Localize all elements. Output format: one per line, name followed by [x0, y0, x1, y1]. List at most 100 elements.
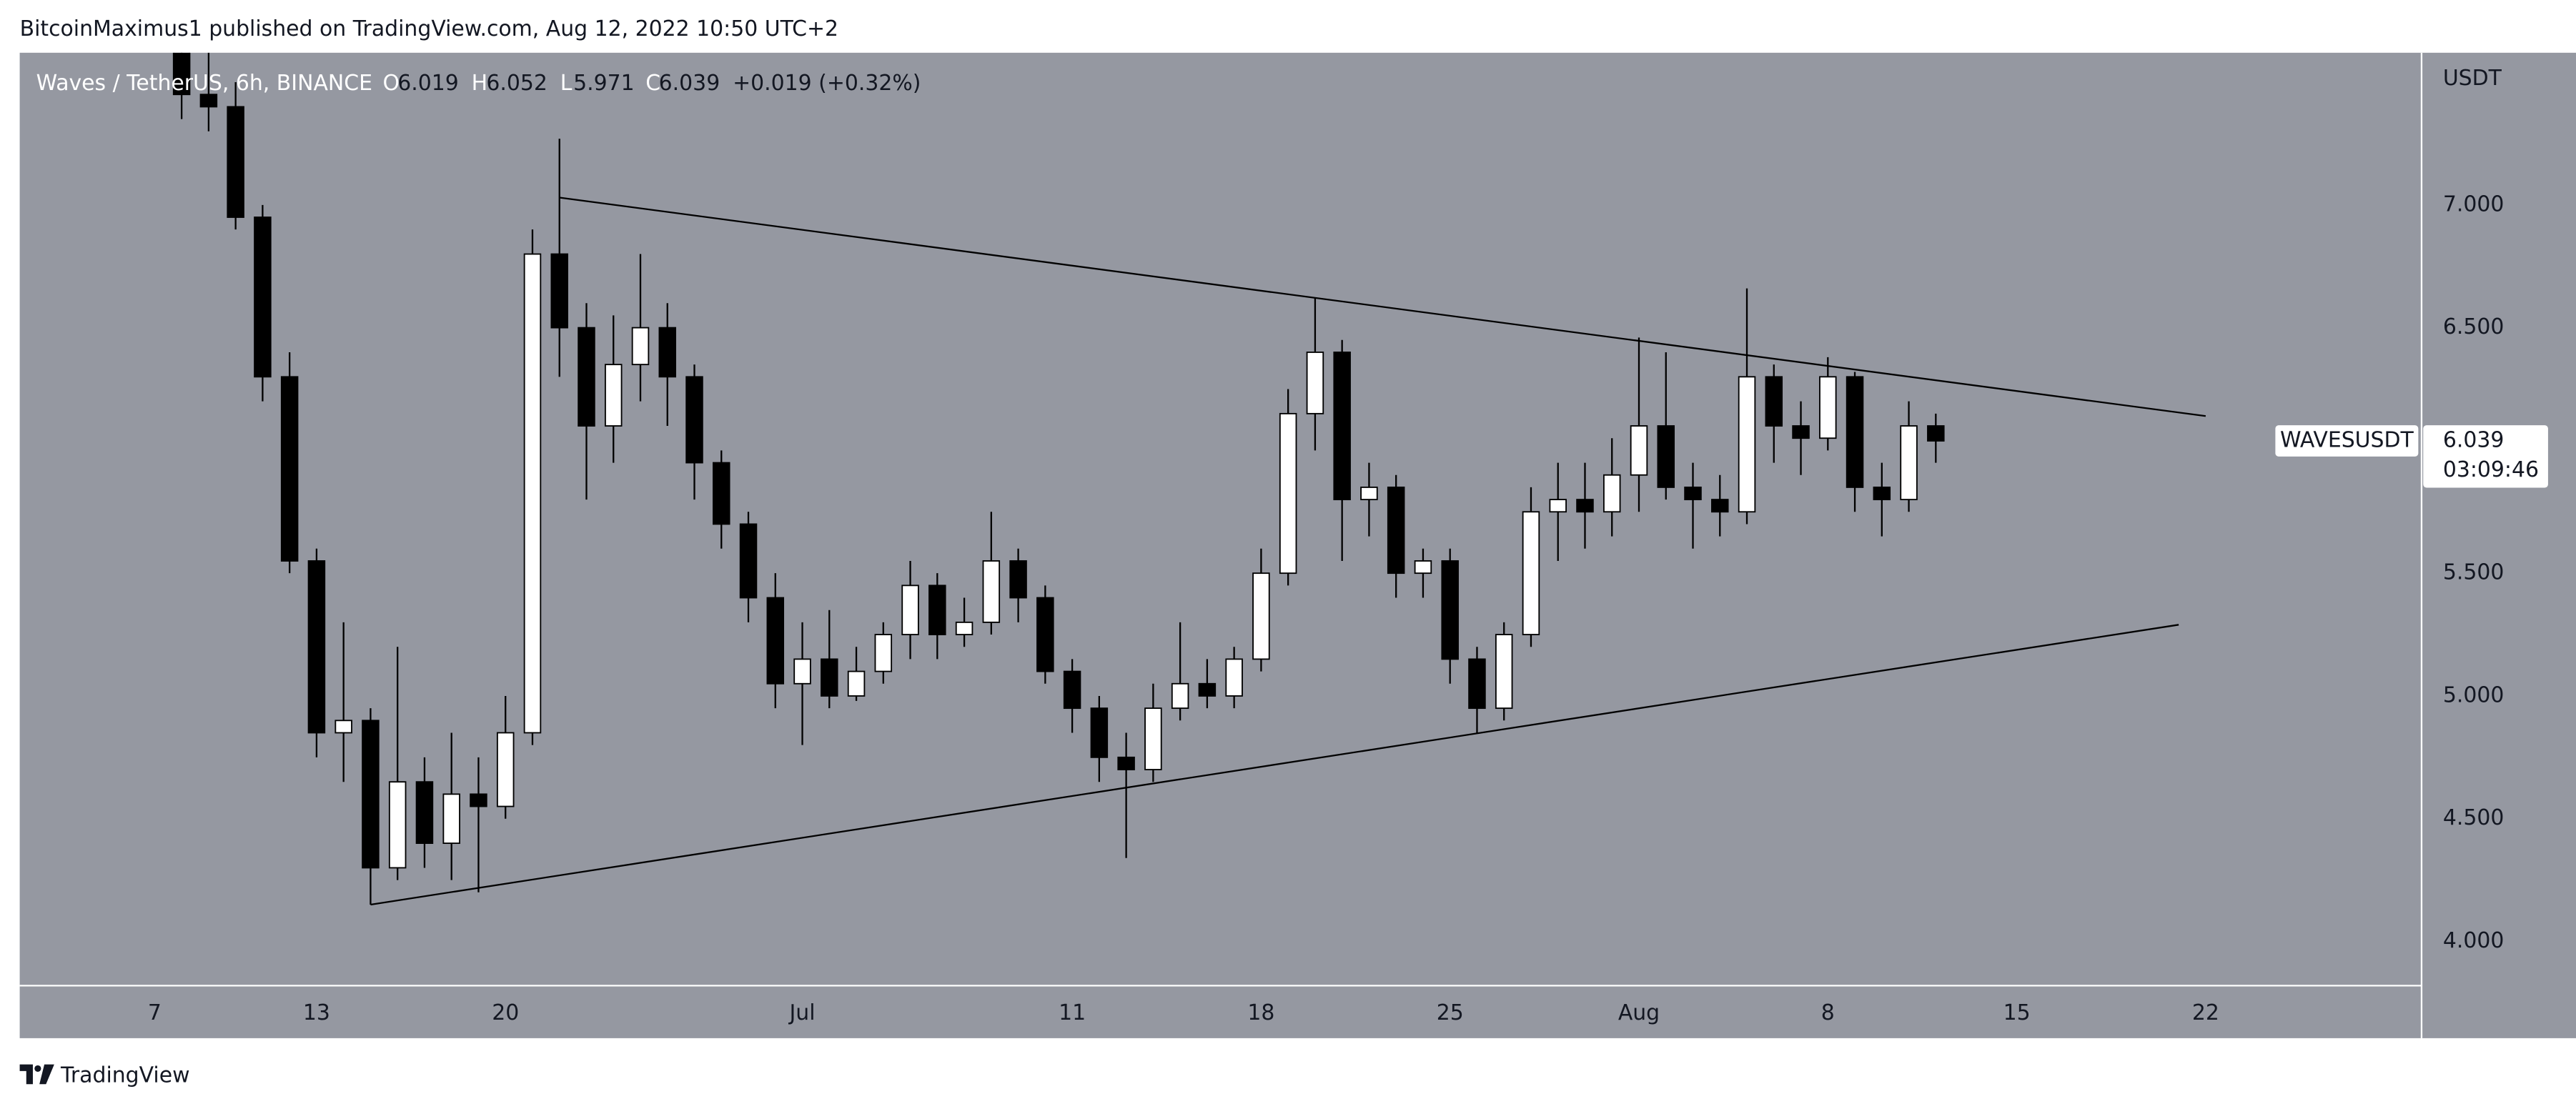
candle-body — [1009, 560, 1027, 599]
candle-body — [1117, 756, 1135, 770]
candle-body — [550, 253, 568, 329]
candle-body — [1684, 487, 1702, 501]
x-tick-label: 22 — [2192, 1000, 2219, 1025]
candle-body — [1846, 376, 1864, 488]
candle-body — [470, 793, 487, 807]
candle-body — [254, 217, 272, 378]
candle-body — [442, 793, 460, 845]
candle-body — [1063, 670, 1081, 710]
bar-countdown: 03:09:46 — [2443, 457, 2539, 482]
candle-body — [1252, 572, 1270, 660]
candle-body — [1495, 634, 1513, 710]
y-tick-label: 4.500 — [2443, 805, 2505, 830]
ohlc-value: 5.971 — [573, 71, 635, 96]
x-tick-label: 15 — [2003, 1000, 2031, 1025]
symbol-legend: Waves / TetherUS, 6h, BINANCE — [36, 71, 372, 96]
candle-body — [1927, 425, 1945, 442]
candle-body — [739, 523, 758, 599]
x-tick-label: 13 — [303, 1000, 330, 1025]
candle-body — [362, 720, 380, 869]
candle-body — [1414, 560, 1432, 575]
x-tick-label: 18 — [1247, 1000, 1274, 1025]
chart-background — [19, 52, 2576, 1038]
candle-body — [335, 720, 352, 734]
candle-body — [1819, 376, 1837, 439]
x-tick-label: 7 — [148, 1000, 162, 1025]
candle-body — [523, 253, 542, 734]
last-price-value: 6.039 — [2443, 427, 2505, 452]
publish-header: BitcoinMaximus1 published on TradingView… — [20, 16, 838, 41]
candle-body — [793, 658, 811, 685]
y-tick-label: 7.000 — [2443, 192, 2505, 217]
candle-body — [874, 634, 893, 672]
candle-body — [1711, 499, 1729, 513]
candle-body — [1441, 560, 1459, 660]
candle-body — [901, 585, 919, 635]
x-tick-label: 25 — [1437, 1000, 1464, 1025]
candle-body — [578, 327, 595, 427]
candle-body — [1522, 511, 1540, 635]
candle-body — [658, 327, 676, 378]
candle-body — [1630, 425, 1648, 476]
candle-body — [1576, 499, 1594, 513]
candle-body — [1333, 352, 1351, 501]
candle-body — [280, 376, 299, 562]
ohlc-value: 6.019 — [397, 71, 459, 96]
candle-body — [821, 658, 838, 697]
ohlc-label: C — [645, 71, 660, 96]
candle-body — [1306, 352, 1324, 414]
ohlc-label: L — [560, 71, 573, 96]
candle-body — [1387, 487, 1405, 575]
candle-body — [415, 781, 434, 845]
symbol-price-tag-label: WAVESUSDT — [2280, 427, 2414, 452]
candle-body — [1144, 707, 1162, 770]
candle-body — [1171, 682, 1189, 710]
candle-body — [1602, 474, 1621, 513]
candle-body — [307, 560, 326, 734]
change-value: +0.019 (+0.32%) — [733, 71, 921, 96]
y-tick-label: 6.500 — [2443, 314, 2505, 339]
candle-body — [1090, 707, 1109, 758]
candle-body — [1468, 658, 1486, 710]
x-tick-label: 8 — [1821, 1000, 1835, 1025]
candle-body — [1036, 597, 1054, 672]
candle-body — [1738, 376, 1756, 513]
price-axis-title: USDT — [2443, 66, 2502, 91]
candle-body — [388, 781, 407, 869]
candle-body — [1279, 412, 1297, 575]
candle-body — [1657, 425, 1675, 488]
candle-body — [1873, 487, 1891, 501]
candle-body — [631, 327, 650, 366]
candle-body — [1549, 499, 1567, 513]
candle-body — [172, 52, 191, 96]
trendline — [370, 624, 2179, 906]
candle-body — [604, 364, 623, 427]
candle-body — [1225, 658, 1243, 697]
y-tick-label: 4.000 — [2443, 928, 2505, 953]
x-tick-label: Jul — [788, 1000, 816, 1025]
candle-body — [928, 585, 946, 635]
x-tick-label: 11 — [1059, 1000, 1086, 1025]
candle-body — [1198, 682, 1217, 697]
candle-body — [496, 732, 515, 807]
candle-body — [1900, 425, 1918, 501]
candle-body — [1360, 487, 1378, 501]
symbol-price-tag — [2275, 425, 2419, 457]
candle-body — [227, 106, 244, 218]
candle-body — [199, 94, 218, 108]
footer-brand: TradingView — [60, 1063, 190, 1088]
candle-body — [982, 560, 1001, 623]
candle-body — [1792, 425, 1810, 439]
candle-body — [955, 621, 974, 635]
plot-area — [172, 52, 2206, 906]
candle-body — [713, 462, 730, 525]
ohlc-value: 6.039 — [659, 71, 720, 96]
candle-body — [847, 670, 866, 697]
candle-body — [1765, 376, 1783, 427]
x-tick-label: 20 — [492, 1000, 519, 1025]
y-tick-label: 5.000 — [2443, 682, 2505, 707]
candle-body — [766, 597, 785, 685]
last-price-box — [2423, 425, 2548, 488]
